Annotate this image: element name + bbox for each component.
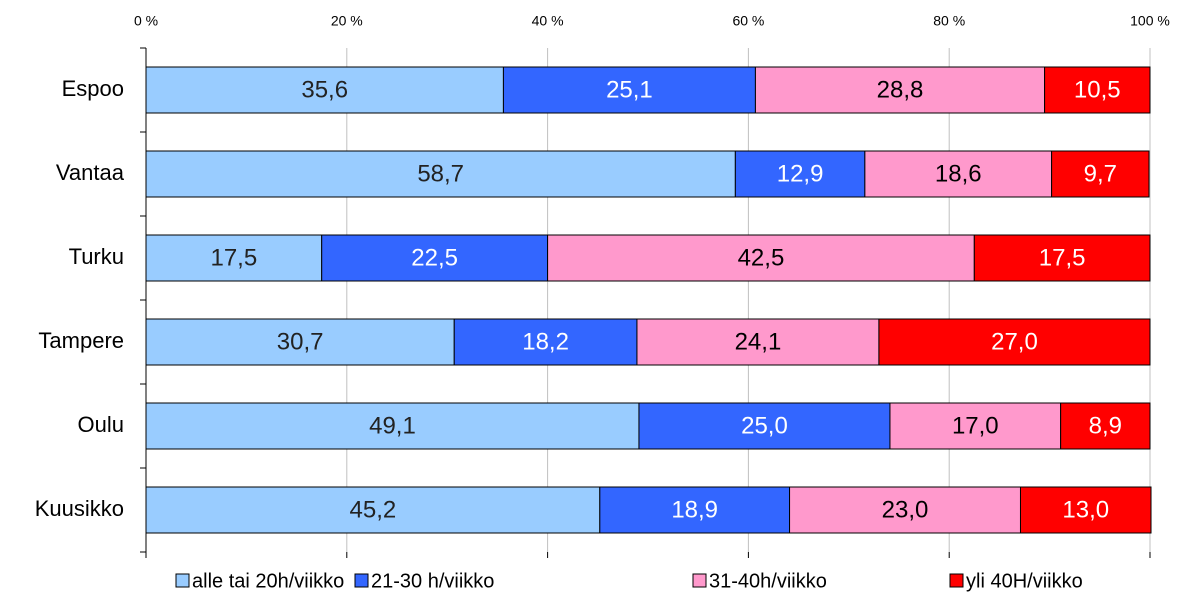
y-tick-label: Espoo <box>62 76 124 101</box>
value-label: 17,5 <box>1039 244 1086 271</box>
bar-segment <box>321 234 549 282</box>
bar-segment <box>638 402 891 450</box>
x-tick-label: 60 % <box>732 13 764 29</box>
value-label: 58,7 <box>417 160 464 187</box>
bar-segment <box>502 66 756 114</box>
value-label: 18,6 <box>935 160 982 187</box>
value-label: 45,2 <box>350 496 397 523</box>
value-label: 22,5 <box>411 244 458 271</box>
bar-segment <box>145 486 601 534</box>
x-tick-label: 100 % <box>1130 13 1170 29</box>
value-label: 13,0 <box>1062 496 1109 523</box>
y-tick-label: Kuusikko <box>35 496 124 521</box>
y-tick-label: Turku <box>69 244 124 269</box>
bar-segment <box>145 150 736 198</box>
legend-label: alle tai 20h/viikko <box>192 570 344 592</box>
value-label: 8,9 <box>1089 412 1122 439</box>
value-label: 12,9 <box>777 160 824 187</box>
y-tick-label: Tampere <box>38 328 124 353</box>
value-label: 17,5 <box>210 244 257 271</box>
value-label: 18,9 <box>671 496 718 523</box>
value-label: 24,1 <box>735 328 782 355</box>
legend-swatch <box>692 573 707 588</box>
y-tick-label: Vantaa <box>56 160 125 185</box>
value-label: 23,0 <box>882 496 929 523</box>
bar-segment <box>453 318 638 366</box>
bar-segment <box>1044 66 1151 114</box>
value-label: 25,1 <box>606 76 653 103</box>
legend-swatch <box>354 573 369 588</box>
value-label: 28,8 <box>877 76 924 103</box>
value-label: 42,5 <box>738 244 785 271</box>
x-tick-label: 80 % <box>933 13 965 29</box>
legend-swatch <box>949 573 964 588</box>
legend-swatch <box>175 573 190 588</box>
bar-segment <box>1051 150 1150 198</box>
x-tick-label: 0 % <box>134 13 158 29</box>
y-tick-label: Oulu <box>78 412 124 437</box>
bar-segment <box>145 234 323 282</box>
x-tick-label: 40 % <box>532 13 564 29</box>
bar-segment <box>754 66 1046 114</box>
bar-segment <box>789 486 1021 534</box>
bar-segment <box>547 234 975 282</box>
value-label: 27,0 <box>991 328 1038 355</box>
value-label: 10,5 <box>1074 76 1121 103</box>
bar-segment <box>864 150 1053 198</box>
bar-segment <box>973 234 1151 282</box>
value-label: 35,6 <box>301 76 348 103</box>
x-tick-label: 20 % <box>331 13 363 29</box>
bar-segment <box>734 150 866 198</box>
bar-segment <box>1019 486 1152 534</box>
value-label: 9,7 <box>1084 160 1117 187</box>
value-label: 18,2 <box>522 328 569 355</box>
legend-label: yli 40H/viikko <box>966 570 1083 592</box>
value-label: 17,0 <box>952 412 999 439</box>
value-label: 49,1 <box>369 412 416 439</box>
legend-label: 31-40h/viikko <box>709 570 827 592</box>
bar-segment <box>145 66 504 114</box>
value-label: 30,7 <box>277 328 324 355</box>
bar-segment <box>636 318 880 366</box>
bar-segment <box>1060 402 1151 450</box>
bar-segment <box>878 318 1151 366</box>
legend-label: 21-30 h/viikko <box>371 570 494 592</box>
value-label: 25,0 <box>741 412 788 439</box>
